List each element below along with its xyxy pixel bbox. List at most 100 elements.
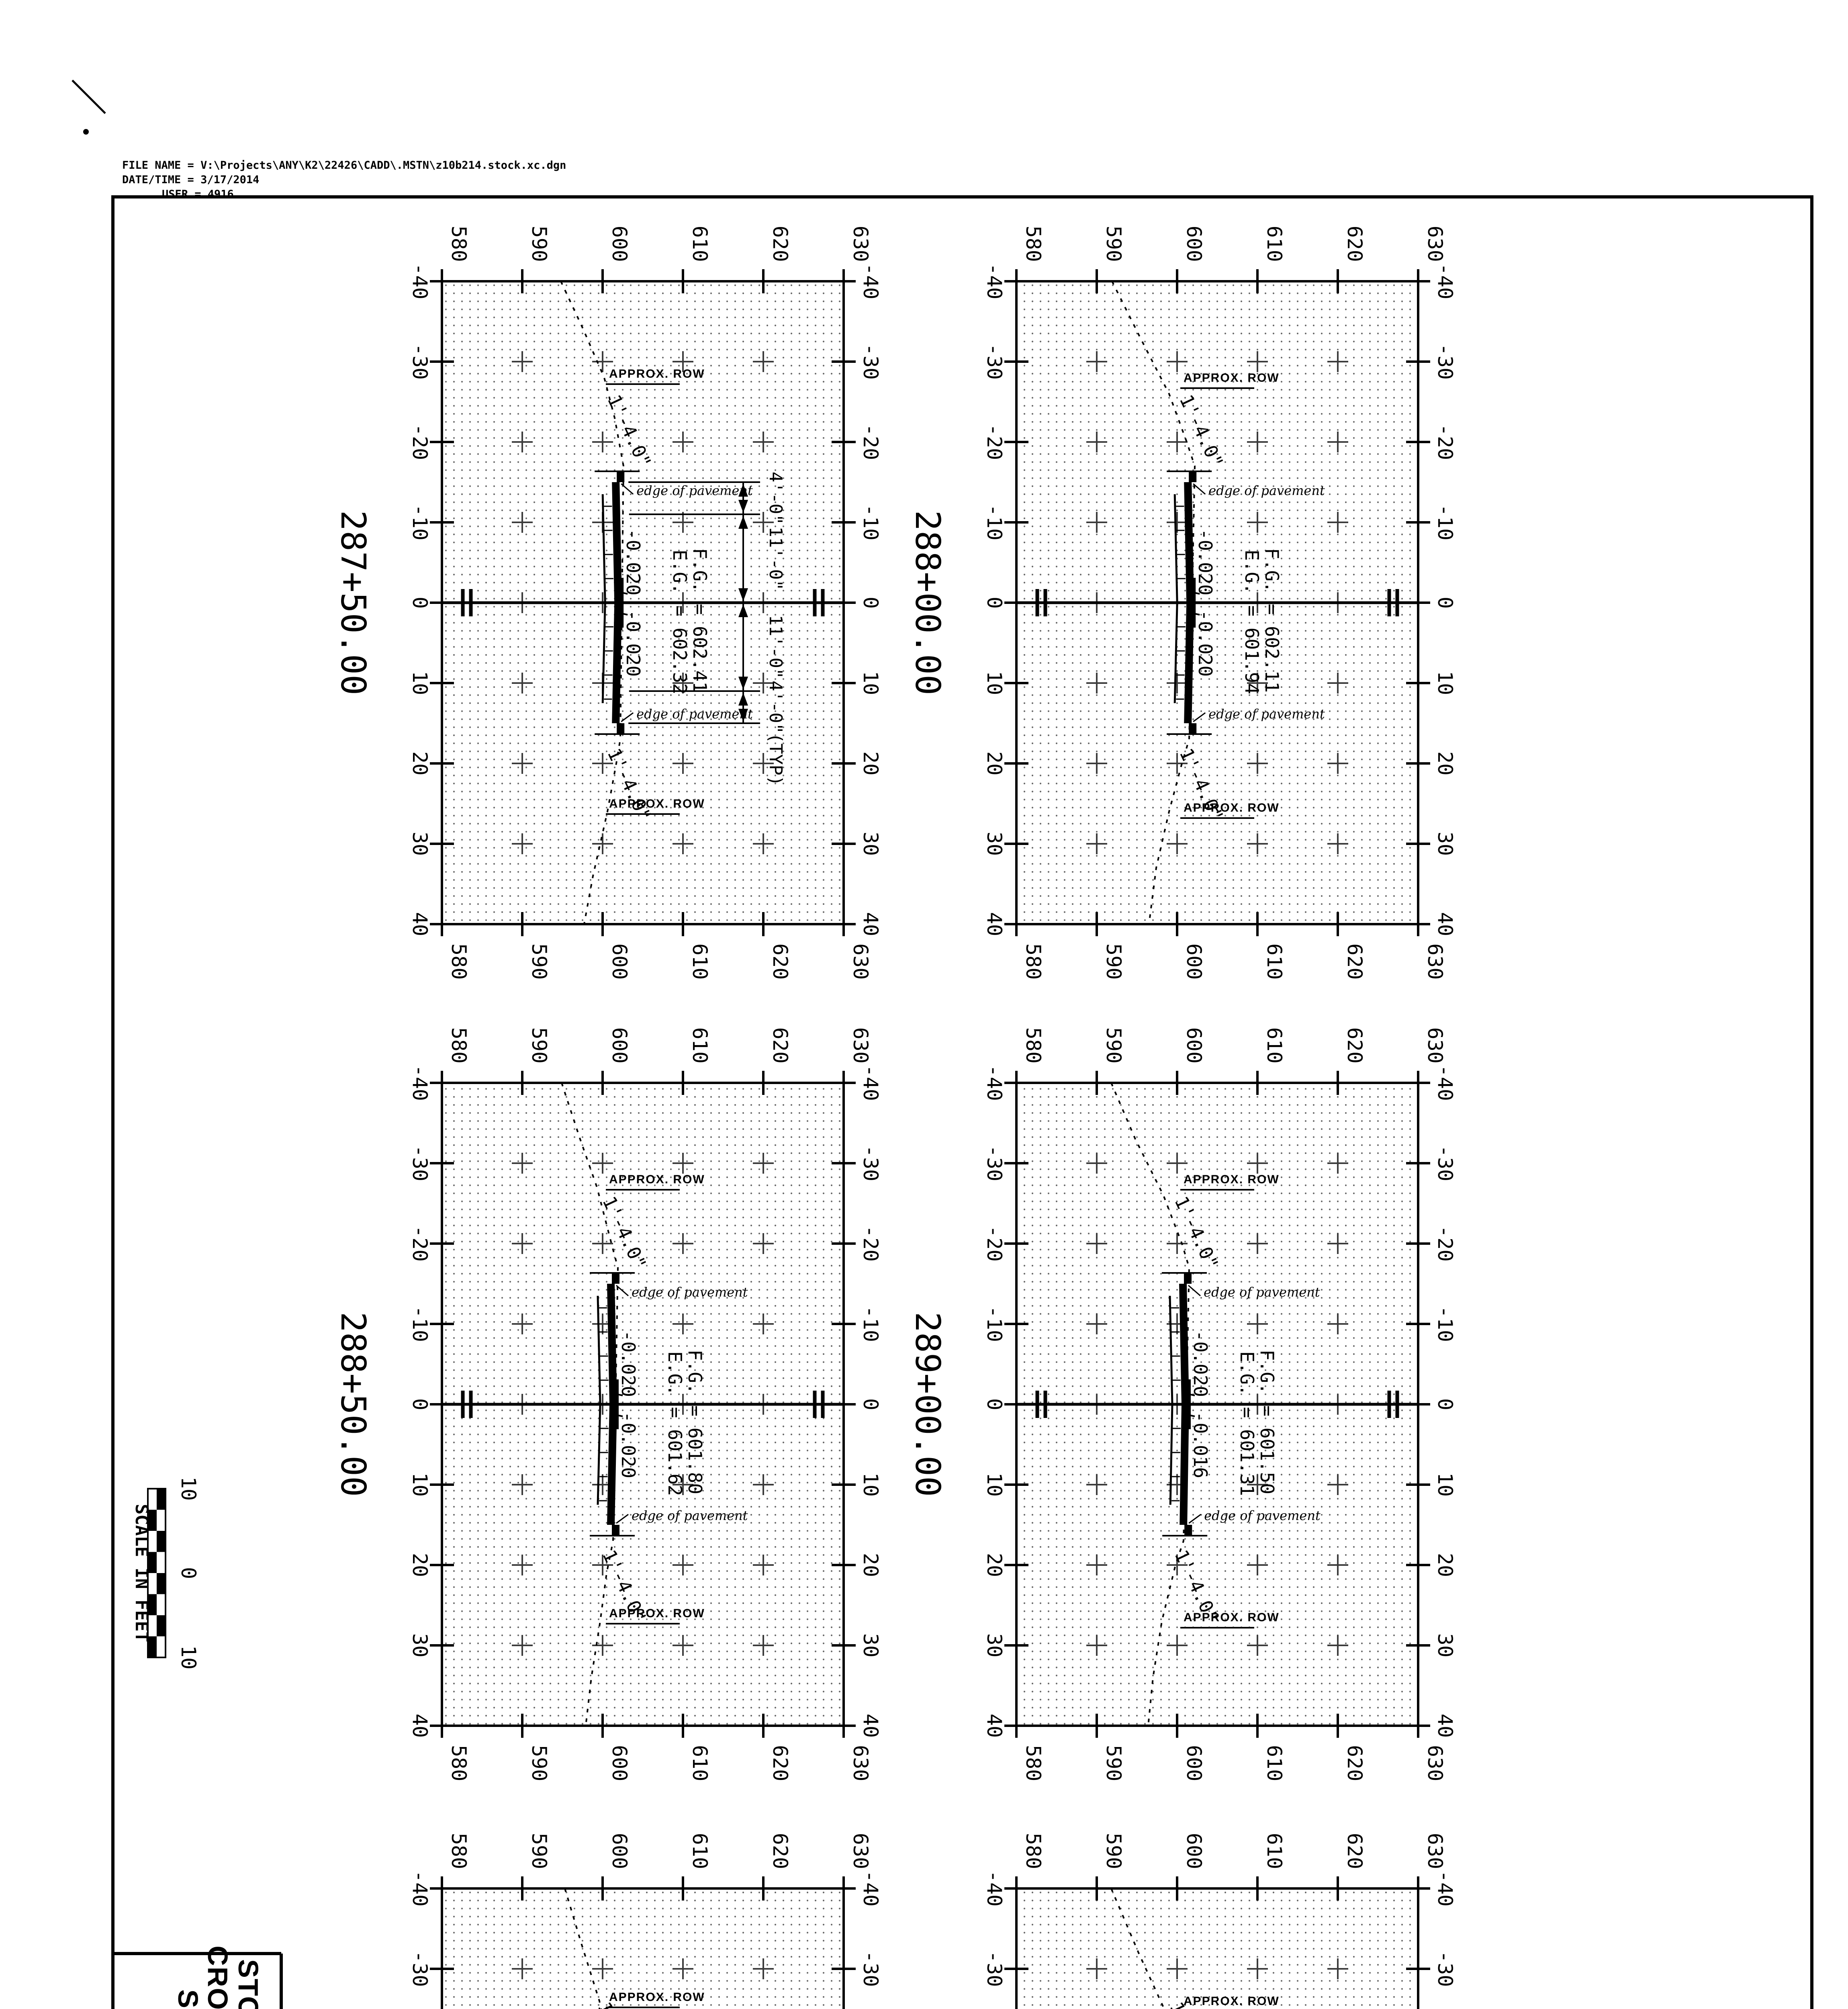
- dim-arrow: [738, 693, 748, 706]
- station-label: 288+50.00: [333, 1312, 373, 1497]
- title-block: STOCKBRIDGE CROSS SECTION SHEET #90 PROJ…: [113, 1946, 283, 2009]
- eop-leader: [621, 712, 634, 722]
- scale-tick-top: 10: [177, 1477, 200, 1501]
- offset-label: 20: [408, 751, 431, 775]
- offset-label: -10: [859, 1306, 882, 1342]
- existing-grade-label: E.G. = 601.94: [1241, 550, 1263, 694]
- offset-label: -20: [408, 1225, 431, 1262]
- elevation-label: 580: [447, 1745, 470, 1781]
- offset-label: -30: [983, 1145, 1006, 1181]
- elevation-label: 580: [447, 943, 470, 980]
- dim-label: 11'-0": [765, 615, 786, 679]
- dim-typ-label: (TYP): [765, 733, 786, 786]
- pgl-tick-serif: [1183, 1413, 1195, 1417]
- offset-label: -20: [983, 1225, 1006, 1262]
- approx-row-label: APPROX. ROW: [1184, 1173, 1280, 1186]
- elevation-label: 600: [1182, 226, 1206, 262]
- curb: [1189, 723, 1197, 734]
- cross-section-plots: 1'-4.0"1'-4.0"58058059059060060061061062…: [333, 226, 1457, 2009]
- elevation-label: 630: [1423, 1027, 1447, 1064]
- elevation-label: 620: [1343, 943, 1366, 980]
- offset-label: -40: [1433, 1065, 1457, 1101]
- elevation-label: 610: [1263, 943, 1286, 980]
- cross-section-plot-289+50.00: 1'-4.0"1'-4.0"58058059059060060061061062…: [408, 1833, 882, 2009]
- dim-arrow: [738, 588, 748, 601]
- existing-grade-label: E.G. = 601.62: [664, 1351, 686, 1496]
- dim-arrow: [738, 709, 748, 722]
- elevation-label: 630: [849, 1027, 872, 1064]
- elevation-label: 580: [1022, 1027, 1045, 1064]
- elevation-label: 580: [1022, 1745, 1045, 1781]
- elevation-label: 620: [769, 943, 792, 980]
- eop-leader: [1193, 483, 1206, 495]
- elevation-label: 620: [1343, 1833, 1366, 1869]
- elevation-label: 620: [1343, 226, 1366, 262]
- offset-label: -40: [983, 1065, 1006, 1101]
- cross-section-plot-288+50.00: 1'-4.0"1'-4.0"58058059059060060061061062…: [333, 1027, 882, 1782]
- scale-bar-block: [157, 1489, 166, 1510]
- elevation-label: 630: [849, 226, 872, 262]
- offset-label: 30: [408, 832, 431, 856]
- elevation-label: 600: [1182, 1027, 1206, 1064]
- curb: [617, 471, 625, 482]
- offset-label: -30: [859, 344, 882, 380]
- pgl-tick-serif: [1183, 1392, 1195, 1396]
- elevation-label: 610: [1263, 1833, 1286, 1869]
- scale-bar: 10 0 10 SCALE IN FEET: [131, 1477, 200, 1669]
- offset-label: 40: [859, 912, 882, 936]
- elevation-label: 600: [608, 943, 631, 980]
- eop-leader: [621, 483, 634, 495]
- curb: [612, 1525, 619, 1536]
- scale-bar-block: [157, 1615, 166, 1637]
- finished-grade-label: F.G. = 602.11: [1261, 548, 1283, 693]
- offset-label: -30: [859, 1951, 882, 1987]
- elevation-label: 630: [1423, 943, 1447, 980]
- elevation-label: 610: [1263, 1745, 1286, 1781]
- elevation-label: 620: [769, 1027, 792, 1064]
- offset-label: -10: [408, 504, 431, 540]
- elevation-label: 610: [1263, 226, 1286, 262]
- plot-border: [1015, 1887, 1419, 2009]
- slope-label-left: -0.020: [1190, 1330, 1211, 1397]
- scale-bar-block: [148, 1594, 157, 1615]
- subbase-line: [1173, 494, 1178, 704]
- offset-label: -40: [859, 1065, 882, 1101]
- offset-label: -20: [859, 424, 882, 460]
- elevation-label: 590: [527, 226, 551, 262]
- offset-label: -30: [408, 1951, 431, 1987]
- offset-label: 30: [983, 1633, 1006, 1657]
- offset-label: -20: [1433, 1225, 1457, 1262]
- pavement-band: [1184, 482, 1194, 723]
- elevation-label: 630: [1423, 1745, 1447, 1781]
- offset-label: -20: [1433, 424, 1457, 460]
- elevation-label: 620: [769, 1833, 792, 1869]
- offset-label: 20: [408, 1553, 431, 1577]
- finished-grade-label: F.G. = 601.50: [1256, 1350, 1278, 1494]
- slope-label-left: -0.020: [617, 1330, 639, 1397]
- offset-label: 10: [983, 1473, 1006, 1497]
- edge-of-pavement-label: edge of pavement: [1204, 1285, 1320, 1300]
- elevation-label: 590: [527, 943, 551, 980]
- pavement-band: [607, 1284, 617, 1525]
- curb: [1184, 1525, 1192, 1536]
- offset-label: -10: [983, 504, 1006, 540]
- offset-label: 10: [1433, 671, 1457, 695]
- edge-of-pavement-label: edge of pavement: [636, 706, 753, 722]
- offset-label: 30: [859, 832, 882, 856]
- offset-label: -40: [408, 1870, 431, 1907]
- offset-label: 40: [1433, 1714, 1457, 1738]
- elevation-label: 630: [849, 943, 872, 980]
- existing-grade-label: E.G. = 602.32: [669, 550, 691, 694]
- dim-arrow: [738, 677, 748, 689]
- scale-bar-block: [148, 1636, 157, 1657]
- edge-of-pavement-label: edge of pavement: [1204, 1508, 1321, 1523]
- elevation-label: 600: [1182, 1745, 1206, 1781]
- offset-label: -40: [983, 1870, 1006, 1907]
- offset-label: -30: [408, 1145, 431, 1181]
- cross-section-plot-287+50.00: 1'-4.0"1'-4.0"58058059059060060061061062…: [333, 226, 882, 980]
- elevation-label: 580: [1022, 943, 1045, 980]
- offset-label: -10: [859, 504, 882, 540]
- elevation-label: 610: [688, 1833, 711, 1869]
- offset-label: 10: [983, 671, 1006, 695]
- slope-label-right: -0.020: [617, 1412, 639, 1478]
